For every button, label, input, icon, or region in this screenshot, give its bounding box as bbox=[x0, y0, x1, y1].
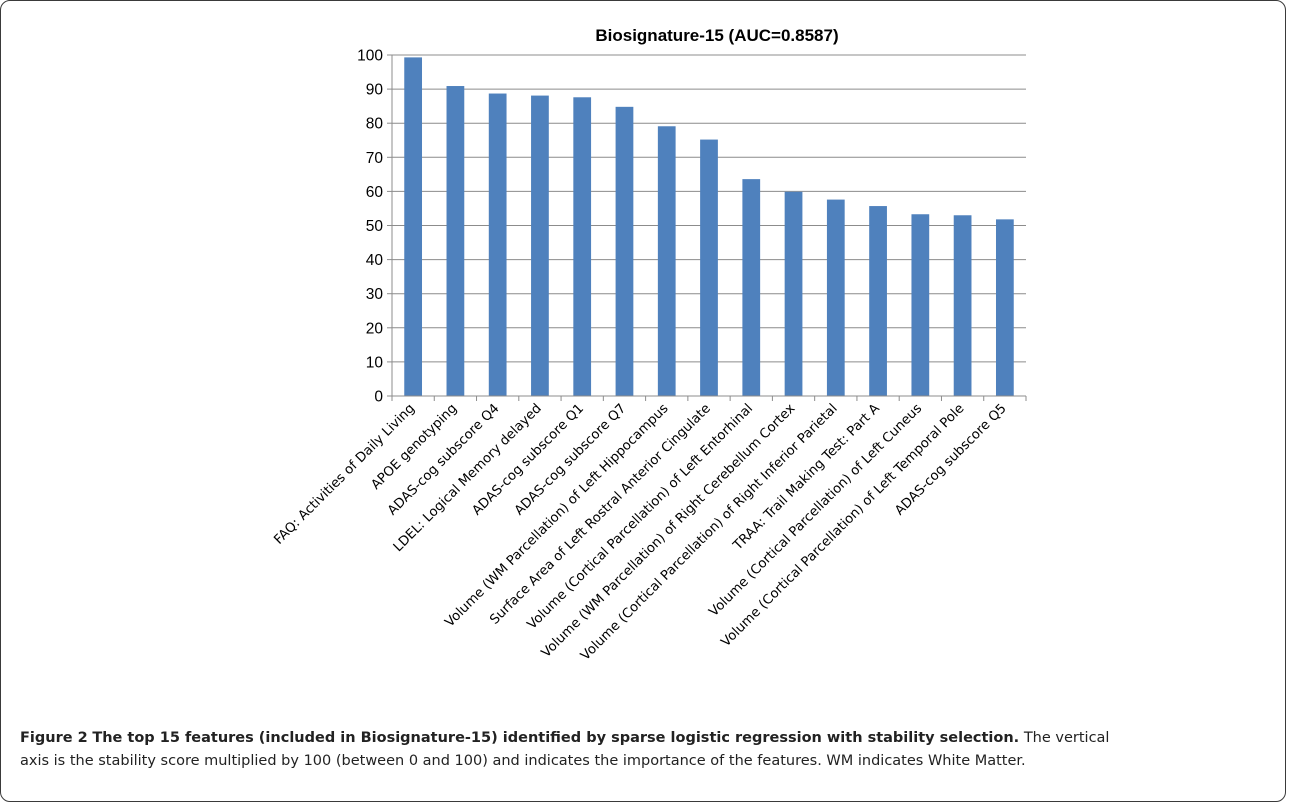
bar bbox=[826, 199, 845, 396]
bar bbox=[446, 86, 465, 396]
bar bbox=[869, 206, 887, 396]
y-tick-label: 0 bbox=[374, 389, 383, 406]
bar bbox=[911, 214, 930, 396]
bar bbox=[953, 215, 972, 396]
y-tick-label: 70 bbox=[366, 150, 384, 167]
y-tick-label: 40 bbox=[366, 252, 384, 269]
figure-caption: Figure 2 The top 15 features (included i… bbox=[20, 727, 1270, 773]
bar bbox=[573, 97, 592, 396]
y-tick-label: 10 bbox=[366, 354, 384, 371]
bar bbox=[700, 139, 718, 396]
caption-body-line1: The vertical bbox=[1023, 730, 1110, 746]
caption-label: Figure 2 bbox=[20, 730, 88, 746]
bar bbox=[488, 93, 507, 397]
bar bbox=[742, 179, 761, 396]
y-tick-label: 20 bbox=[366, 320, 384, 337]
y-tick-label: 100 bbox=[357, 48, 383, 65]
bar-chart: Biosignature-15 (AUC=0.8587) 0 10 20 30 40 50… bbox=[271, 26, 1027, 664]
bar bbox=[657, 126, 676, 397]
bar bbox=[404, 57, 423, 397]
caption-body-line2: axis is the stability score multiplied b… bbox=[20, 753, 1026, 769]
y-tick-label: 50 bbox=[366, 218, 384, 235]
y-tick-label: 80 bbox=[366, 116, 384, 133]
bar bbox=[995, 219, 1014, 396]
bar bbox=[615, 106, 634, 396]
chart-title: Biosignature-15 (AUC=0.8587) bbox=[595, 26, 838, 45]
y-tick-label: 60 bbox=[366, 184, 384, 201]
bar bbox=[784, 191, 803, 396]
y-tick-label: 30 bbox=[366, 286, 384, 303]
bar bbox=[531, 95, 549, 396]
y-tick-label: 90 bbox=[366, 82, 384, 99]
caption-title: The top 15 features (included in Biosign… bbox=[92, 730, 1020, 746]
